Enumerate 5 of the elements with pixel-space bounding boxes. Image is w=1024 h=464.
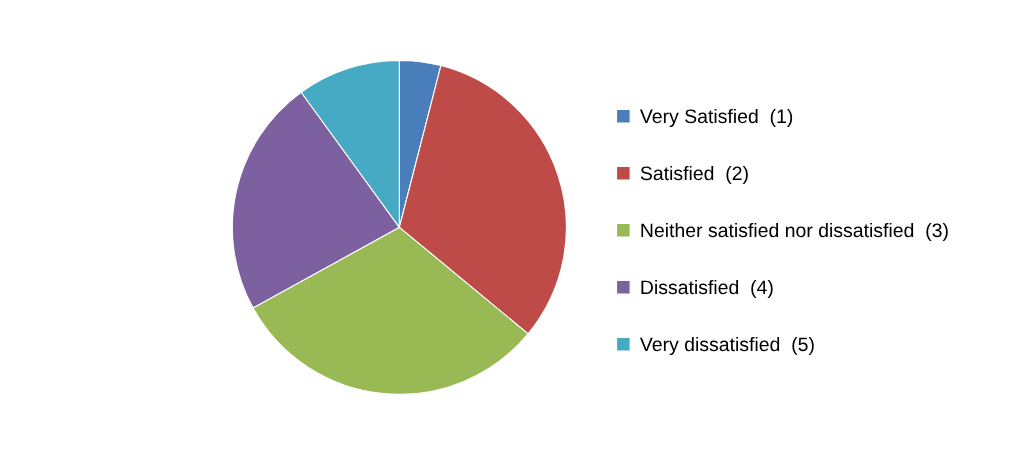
legend-label: Very Satisfied (1) [639,108,793,128]
legend-label: Satisfied (2) [640,165,748,185]
legend-label: Dissatisfied (4) [641,279,773,299]
legend-label: Very dissatisfied (5) [639,336,814,356]
legend-label: Neither satisfied nor dissatisfied (3) [641,222,948,242]
